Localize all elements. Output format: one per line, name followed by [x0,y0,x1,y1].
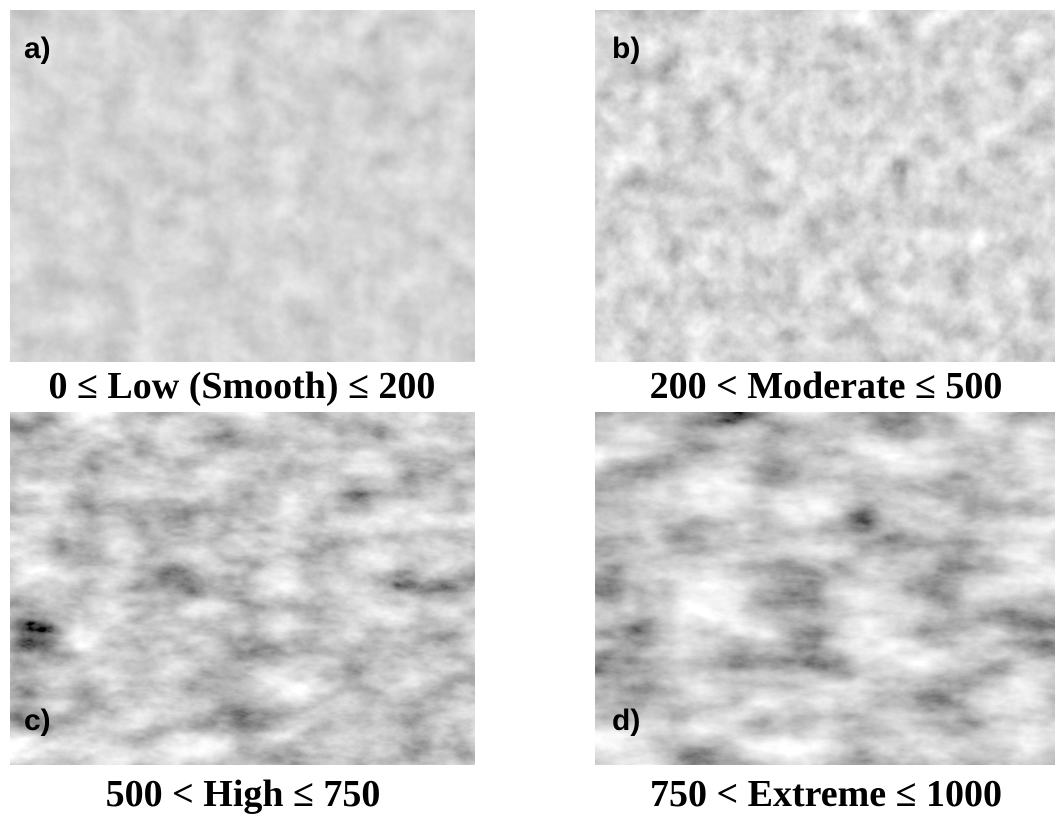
panel-c: c) 500 < High ≤ 750 [10,412,475,815]
figure: a) 0 ≤ Low (Smooth) ≤ 200 b) 200 < Moder… [0,0,1055,816]
panel-caption: 750 < Extreme ≤ 1000 [650,773,1002,815]
panel-caption: 0 ≤ Low (Smooth) ≤ 200 [49,365,436,407]
surface-image [10,10,475,362]
panel-b: b) 200 < Moderate ≤ 500 [595,10,1055,407]
surface-image [595,412,1055,765]
panel-label: a) [24,32,51,65]
panel-label: b) [612,32,640,65]
panel-label: d) [612,704,640,737]
surface-image [595,10,1055,362]
panel-label: c) [24,704,51,737]
panel-d: d) 750 < Extreme ≤ 1000 [595,412,1055,815]
panel-caption: 200 < Moderate ≤ 500 [650,365,1003,407]
panel-caption: 500 < High ≤ 750 [106,773,381,815]
surface-image [10,412,475,765]
panel-a: a) 0 ≤ Low (Smooth) ≤ 200 [10,10,475,407]
